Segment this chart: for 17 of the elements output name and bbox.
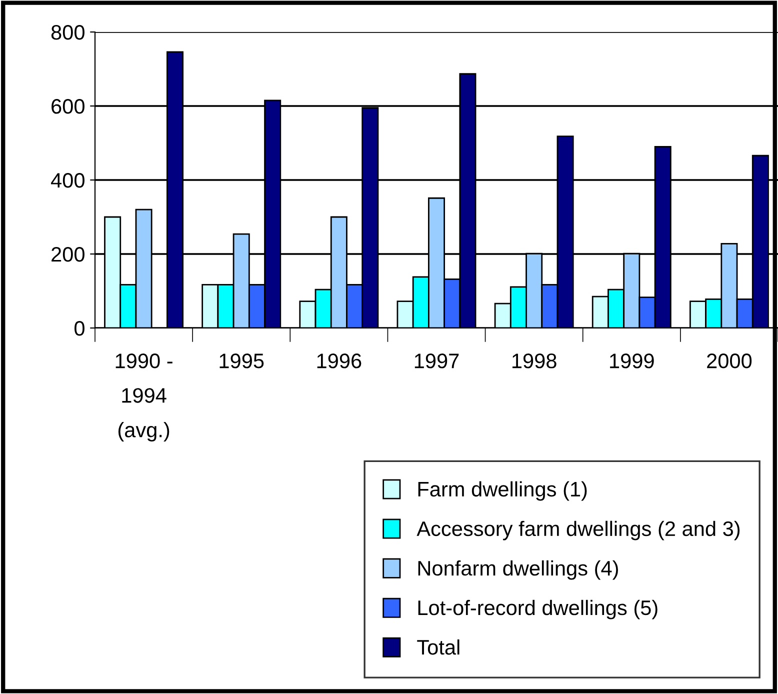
- legend-label: Total: [417, 639, 460, 655]
- y-tick-label: 200: [52, 247, 84, 262]
- x-tick-label: 1995: [220, 354, 264, 368]
- legend-label: Lot-of-record dwellings (5): [418, 600, 658, 620]
- x-tick-label: 1990 - 1994 (avg.): [116, 354, 172, 442]
- x-tick-label: 1999: [610, 354, 654, 368]
- x-tick-label: 1998: [512, 354, 556, 368]
- x-tick-label: 1996: [317, 354, 362, 368]
- legend-label: Nonfarm dwellings (4): [418, 560, 618, 580]
- y-tick-label: 400: [51, 173, 84, 188]
- y-tick-label: 0: [74, 321, 84, 336]
- y-tick-label: 600: [52, 99, 84, 114]
- x-tick-label: 1997: [414, 354, 459, 368]
- x-tick-label: 2000: [707, 354, 752, 368]
- y-tick-label: 800: [51, 25, 84, 40]
- legend-label: Accessory farm dwellings (2 and 3): [416, 520, 740, 540]
- legend-label: Farm dwellings (1): [418, 481, 587, 501]
